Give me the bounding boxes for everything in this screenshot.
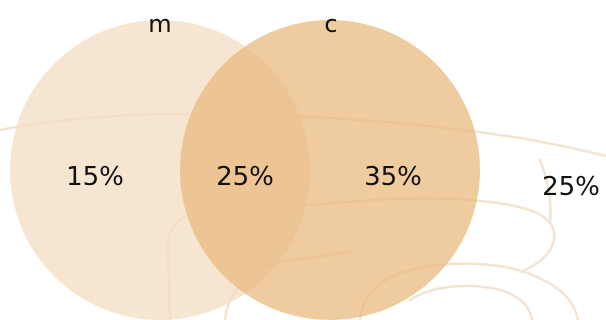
region-c-only-value: 35% [364, 162, 422, 192]
region-intersection-value: 25% [216, 162, 274, 192]
region-m-only-value: 15% [66, 162, 124, 192]
set-c-circle [180, 20, 480, 320]
set-m-label: m [148, 10, 171, 38]
set-c-label: c [324, 10, 337, 38]
region-outside-value: 25% [542, 172, 600, 202]
